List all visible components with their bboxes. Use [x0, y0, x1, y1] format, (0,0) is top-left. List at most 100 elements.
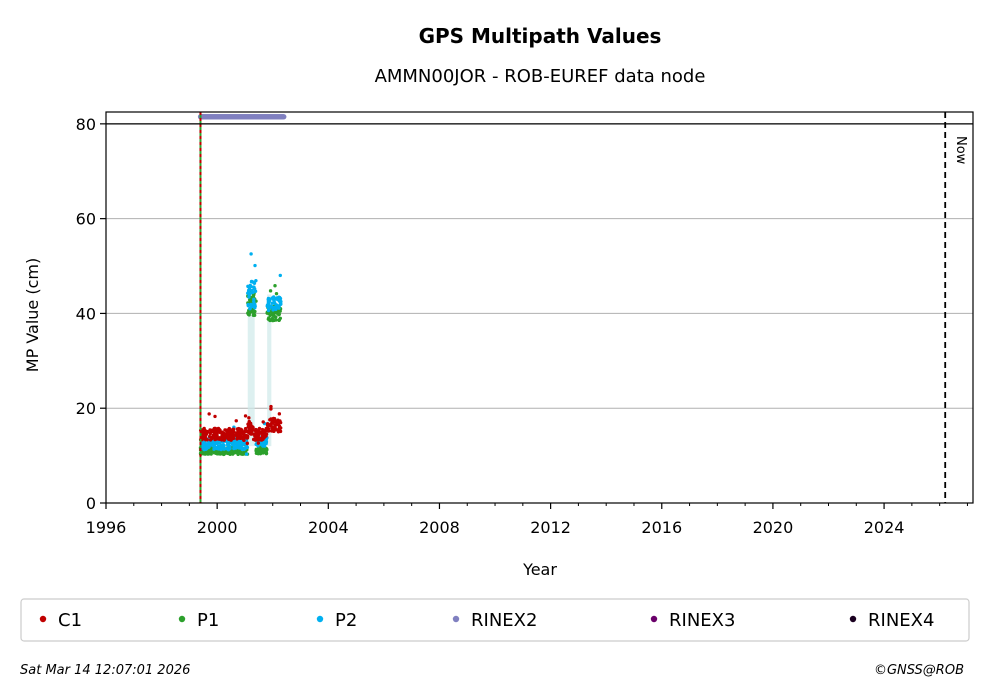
point-c1: [245, 434, 250, 439]
point-p2: [247, 293, 251, 298]
point-c1: [265, 423, 270, 428]
y-tick-label: 20: [76, 399, 96, 418]
point-c1: [258, 430, 262, 434]
point-c1: [241, 437, 245, 441]
point-c1: [257, 433, 261, 437]
point-c1: [251, 425, 255, 430]
point-c1: [269, 404, 273, 409]
point-c1: [214, 433, 218, 438]
point-c1: [260, 427, 265, 432]
point-p2: [233, 446, 237, 450]
x-tick-label: 2008: [419, 518, 460, 537]
point-c1: [223, 436, 228, 440]
point-c1: [278, 429, 283, 434]
point-c1: [277, 412, 282, 416]
point-p2: [200, 441, 205, 446]
point-c1: [253, 429, 258, 433]
point-c1: [207, 412, 211, 416]
point-p1: [254, 451, 259, 455]
point-p1: [238, 450, 242, 455]
point-p1: [277, 312, 281, 317]
point-p2: [236, 445, 240, 449]
legend-marker-rinex2: [452, 615, 460, 623]
reference-lines: [106, 112, 973, 503]
point-p2: [243, 446, 247, 451]
legend-marker-p1: [178, 615, 186, 623]
y-axis-label: MP Value (cm): [23, 258, 42, 372]
x-tick-label: 2012: [530, 518, 571, 537]
point-c1: [247, 416, 251, 420]
point-c1: [209, 430, 214, 434]
point-p2: [219, 443, 223, 447]
point-c1: [276, 419, 281, 424]
y-tick-label: 40: [76, 304, 96, 323]
point-c1: [227, 437, 231, 441]
point-c1: [237, 435, 242, 439]
y-tick-label: 60: [76, 210, 96, 229]
point-p1: [225, 451, 229, 455]
now-label: Now: [953, 136, 968, 165]
x-tick-label: 2020: [753, 518, 794, 537]
point-c1: [220, 430, 225, 434]
chart-subtitle: AMMN00JOR - ROB-EUREF data node: [375, 66, 706, 87]
axes: 0 20 40 60 80 1996 2000 2004 2008 2012 2016 2020 202…: [76, 115, 968, 537]
legend-label-rinex2: RINEX2: [471, 610, 537, 631]
point-c1: [261, 420, 265, 424]
point-p2: [246, 284, 250, 289]
point-p2: [271, 295, 276, 299]
point-p1: [268, 313, 272, 318]
legend-label-rinex4: RINEX4: [868, 610, 934, 631]
point-p2: [266, 304, 271, 308]
point-c1: [268, 422, 273, 427]
point-c1: [257, 426, 262, 431]
legend-label-c1: C1: [58, 610, 82, 631]
point-p2: [238, 440, 242, 445]
point-p1: [209, 452, 213, 456]
point-c1: [221, 434, 225, 438]
point-p2: [215, 440, 219, 444]
point-rinex2: [281, 114, 287, 120]
point-c1: [202, 434, 207, 438]
legend-marker-p2: [316, 615, 324, 623]
point-c1: [212, 427, 216, 431]
legend: C1 P1 P2 RINEX2 RINEX3 RINEX4: [39, 610, 934, 631]
point-c1: [214, 436, 219, 440]
point-p2: [225, 447, 229, 451]
point-p2: [278, 273, 282, 278]
point-c1: [243, 429, 247, 434]
point-p2: [239, 446, 244, 450]
point-p1: [272, 318, 276, 323]
point-p1: [251, 313, 256, 317]
point-p2: [207, 444, 211, 448]
x-tick-label: 1996: [86, 518, 127, 537]
point-c1: [220, 438, 224, 442]
legend-marker-rinex4: [849, 615, 857, 623]
point-c1: [253, 438, 258, 442]
point-p1: [269, 318, 273, 322]
jump-band: [247, 294, 255, 447]
point-p2: [202, 445, 207, 449]
footer-timestamp: Sat Mar 14 12:07:01 2026: [20, 663, 190, 678]
point-c1: [237, 432, 242, 437]
point-c1: [208, 438, 213, 442]
point-c1: [271, 429, 276, 433]
point-p1: [246, 312, 251, 317]
point-p1: [208, 448, 212, 452]
point-c1: [231, 430, 236, 434]
legend-label-rinex3: RINEX3: [669, 610, 735, 631]
point-p2: [244, 452, 249, 456]
point-p2: [272, 298, 276, 303]
jump-band: [267, 294, 272, 447]
point-c1: [240, 430, 245, 434]
point-c1: [244, 426, 248, 431]
x-axis-label: Year: [522, 560, 557, 579]
point-c1: [265, 427, 270, 432]
point-c1: [223, 428, 228, 432]
point-p2: [253, 263, 257, 268]
plot-frame: [105, 111, 974, 504]
data-marks: [197, 114, 287, 457]
point-p2: [249, 302, 253, 307]
point-p1: [274, 291, 279, 296]
point-c1: [245, 441, 250, 446]
point-c1: [211, 433, 215, 438]
